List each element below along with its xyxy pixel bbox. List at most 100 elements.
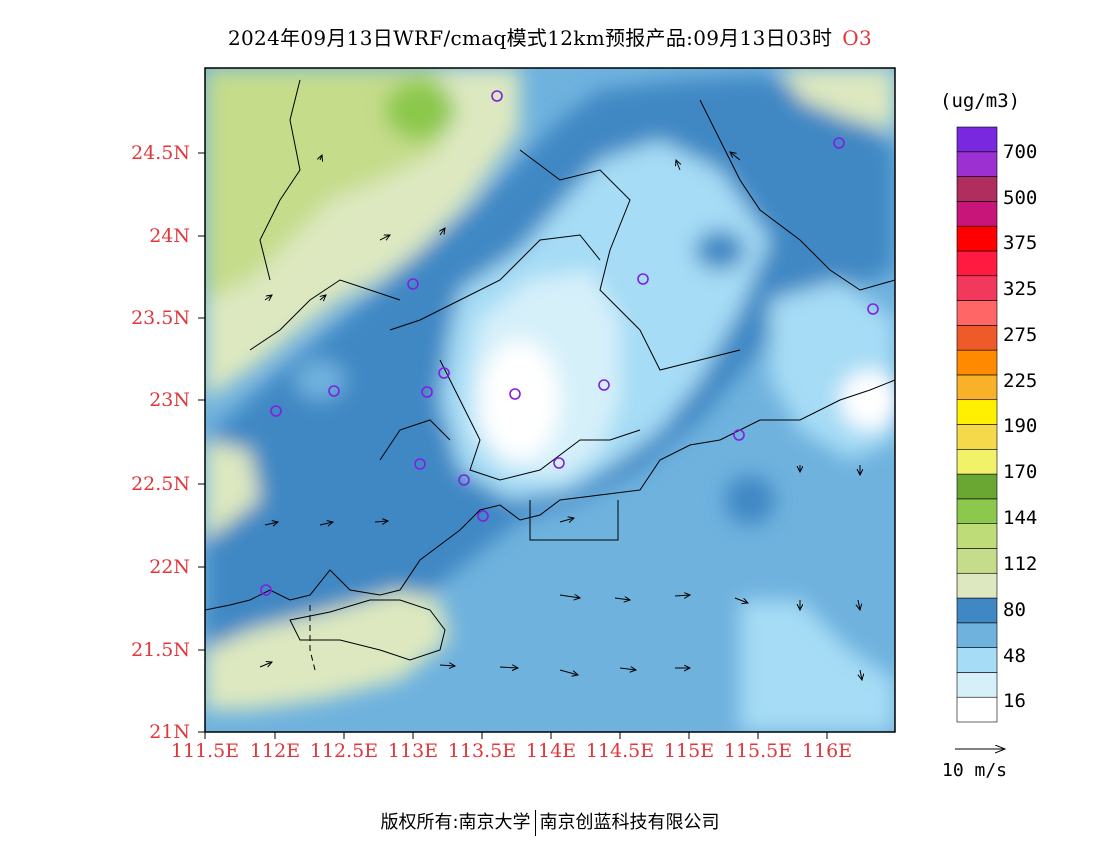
lat-label: 23N	[149, 389, 190, 411]
station-marker	[509, 388, 521, 400]
copyright-owner: 版权所有:南京大学	[380, 812, 531, 833]
wind-vector	[374, 521, 388, 522]
title-text: 2024年09月13日WRF/cmaq模式12km预报产品:09月13日03时	[228, 26, 833, 50]
wind-vector	[734, 597, 748, 603]
title-species: O3	[842, 26, 872, 50]
field-pocket-dark-2	[695, 230, 745, 270]
colorbar-label: 112	[1003, 553, 1038, 575]
field-pocket	[295, 360, 345, 400]
lon-label: 116E	[801, 740, 853, 762]
station-marker	[867, 303, 879, 315]
colorbar-label: 275	[1003, 324, 1038, 346]
colorbar-swatch	[956, 349, 998, 376]
concentration-field	[205, 68, 895, 732]
colorbar-swatch	[956, 275, 998, 301]
boundary-3	[249, 279, 401, 351]
wind-vector	[379, 235, 390, 240]
wind-vector	[559, 518, 574, 522]
colorbar-swatch	[956, 548, 998, 574]
wind-vector	[674, 595, 690, 596]
colorbar-swatch	[956, 424, 998, 450]
station-marker	[407, 278, 419, 290]
colorbar-label: 325	[1003, 278, 1038, 300]
wind-vector	[319, 522, 333, 525]
colorbar-swatch	[956, 572, 998, 599]
colorbar-swatch	[956, 672, 998, 698]
colorbar-swatch	[956, 399, 998, 425]
colorbar-swatch	[956, 498, 998, 524]
colorbar-label: 48	[1003, 645, 1026, 667]
lat-label: 22N	[149, 556, 190, 578]
wind-vector	[264, 295, 272, 300]
colorbar-label: 144	[1003, 507, 1038, 529]
reference-vector-label: 10 m/s	[942, 760, 1008, 781]
colorbar-label: 375	[1003, 232, 1038, 254]
axis-ticks	[198, 152, 828, 739]
colorbar-swatch	[956, 325, 998, 351]
station-marker	[477, 510, 489, 522]
station-marker	[553, 457, 565, 469]
lon-label: 114.5E	[585, 740, 655, 762]
lon-label: 112E	[249, 740, 301, 762]
copyright-company: 南京创蓝科技有限公司	[539, 812, 720, 833]
colorbar-swatch	[956, 647, 998, 673]
lon-label: 113E	[387, 740, 439, 762]
colorbar-swatch	[956, 374, 998, 401]
lon-label: 115.5E	[723, 740, 793, 762]
station-marker	[328, 385, 340, 397]
field-minimum-east	[840, 370, 895, 430]
station-markers	[260, 90, 879, 596]
station-marker	[598, 379, 610, 391]
station-marker	[833, 137, 845, 149]
colorbar-label: 225	[1003, 370, 1038, 392]
colorbar-label: 500	[1003, 187, 1038, 209]
lat-label: 24.5N	[131, 142, 190, 164]
boundary-8	[529, 500, 619, 541]
field-band-112-144	[205, 68, 440, 300]
colorbar-swatch	[956, 622, 998, 648]
wind-vector	[439, 665, 455, 666]
colorbar-label: 16	[1003, 690, 1026, 712]
wind-vector	[264, 522, 278, 525]
colorbar-swatch	[956, 126, 998, 153]
boundary-6	[439, 359, 641, 481]
wind-vector	[858, 599, 860, 610]
lon-label: 111.5E	[170, 740, 240, 762]
boundary-1	[519, 149, 741, 371]
colorbar-swatch	[956, 597, 998, 624]
station-marker	[421, 386, 433, 398]
colorbar-swatch	[956, 250, 998, 277]
colorbar-swatch	[956, 448, 998, 475]
boundary-2	[389, 234, 601, 331]
map-title: 2024年09月13日WRF/cmaq模式12km预报产品:09月13日03时 O…	[0, 22, 1100, 51]
field-peak-green	[385, 80, 455, 140]
colorbar-swatch	[956, 225, 998, 252]
colorbar-label: 80	[1003, 599, 1026, 621]
lon-label: 115E	[663, 740, 715, 762]
island-outline	[289, 599, 446, 661]
station-marker	[637, 273, 649, 285]
station-marker	[438, 367, 450, 379]
wind-vector	[440, 228, 445, 236]
station-marker	[491, 90, 503, 102]
field-pocket-dark	[725, 475, 775, 525]
field-band-ne	[780, 68, 895, 130]
field-minimum	[480, 340, 560, 460]
colorbar-swatch	[956, 523, 998, 549]
lat-label: 22.5N	[131, 473, 190, 495]
colorbar-swatch	[956, 201, 998, 227]
colorbar-swatch	[956, 151, 998, 177]
colorbar-label: 700	[1003, 141, 1038, 163]
field-band-80-112-south	[205, 590, 450, 710]
station-marker	[414, 458, 426, 470]
wind-vector	[559, 669, 578, 675]
wind-vector	[259, 662, 272, 668]
station-marker	[270, 405, 282, 417]
wind-vector	[320, 295, 326, 300]
lat-label: 23.5N	[131, 307, 190, 329]
colorbar-swatch	[956, 176, 998, 202]
colorbar-swatch	[956, 300, 998, 326]
lon-label: 113.5E	[447, 740, 517, 762]
lon-label: 112.5E	[309, 740, 379, 762]
